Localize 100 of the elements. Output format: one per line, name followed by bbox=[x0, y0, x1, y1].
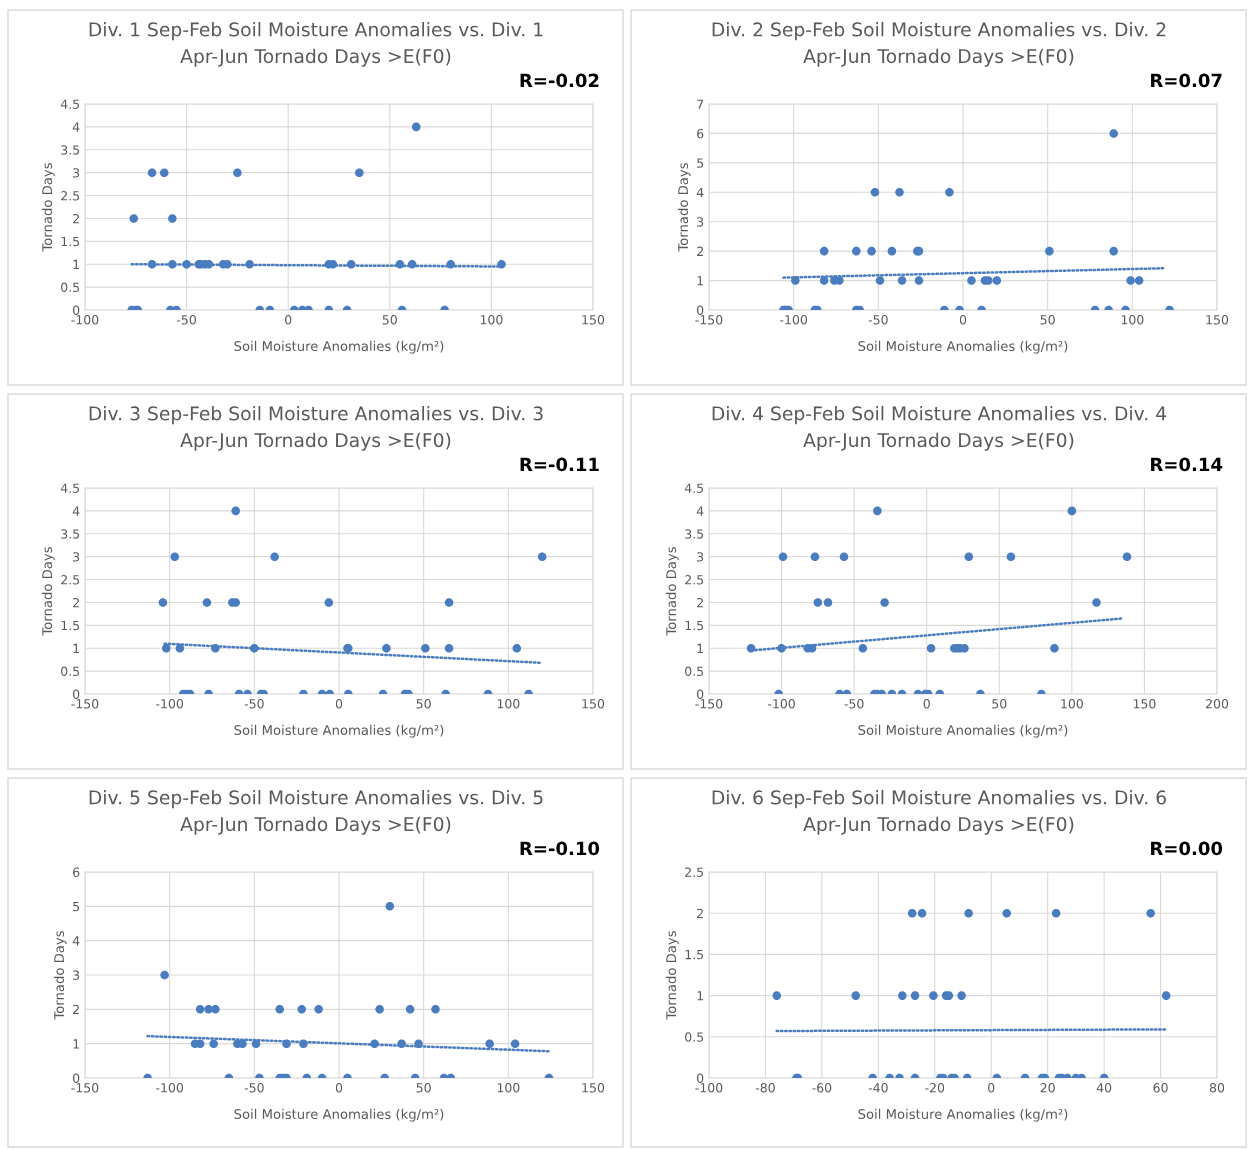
x-tick-label: -50 bbox=[244, 699, 264, 709]
x-tick-label: 150 bbox=[582, 699, 605, 709]
x-tick-label: -100 bbox=[156, 699, 184, 709]
y-tick-label: 2 bbox=[697, 246, 703, 256]
x-axis-title: Soil Moisture Anomalies (kg/m²) bbox=[234, 724, 444, 738]
y-axis-title: Tornado Days bbox=[41, 547, 55, 636]
x-tick-label: 150 bbox=[582, 315, 605, 325]
y-tick-label: 4.5 bbox=[60, 99, 80, 109]
x-tick-label: 150 bbox=[582, 1083, 605, 1093]
y-tick-label: 0.5 bbox=[61, 282, 80, 293]
x-tick-label: 100 bbox=[497, 699, 520, 709]
x-tick-label: 0 bbox=[335, 699, 343, 709]
y-axis-title: Tornado Days bbox=[665, 931, 679, 1020]
x-tick-label: 100 bbox=[1121, 315, 1144, 325]
x-tick-label: -80 bbox=[755, 1083, 775, 1093]
y-tick-label: 0.5 bbox=[685, 1032, 704, 1042]
x-tick-label: -150 bbox=[71, 1083, 99, 1093]
y-tick-label: 1.5 bbox=[61, 620, 80, 631]
x-tick-label: 0 bbox=[923, 699, 930, 709]
y-tick-label: 0 bbox=[73, 305, 80, 315]
y-tick-label: 5 bbox=[697, 158, 704, 168]
y-axis-title: Tornado Days bbox=[665, 547, 679, 636]
x-tick-label: -100 bbox=[780, 315, 808, 325]
x-tick-label: 0 bbox=[988, 1083, 995, 1093]
x-tick-label: -20 bbox=[925, 1083, 945, 1093]
y-tick-label: 4.5 bbox=[60, 483, 80, 493]
x-tick-label: -50 bbox=[844, 699, 864, 709]
chart-title: Div. 1 Sep-Feb Soil Moisture Anomalies vs. Div. 1 Apr-Jun Tornado Days >E(F0) bbox=[89, 22, 543, 67]
y-tick-label: 1 bbox=[697, 991, 703, 1001]
x-tick-label: -100 bbox=[71, 315, 99, 325]
x-tick-label: -100 bbox=[768, 699, 795, 709]
y-tick-label: 1 bbox=[73, 1039, 79, 1049]
y-tick-label: 2.5 bbox=[61, 191, 80, 201]
x-axis-title: Soil Moisture Anomalies (kg/m²) bbox=[858, 340, 1068, 354]
x-tick-label: 0 bbox=[335, 1083, 343, 1093]
x-tick-label: 100 bbox=[480, 315, 503, 325]
y-tick-label: 3 bbox=[73, 970, 80, 980]
y-tick-label: 2 bbox=[73, 1004, 79, 1015]
y-tick-label: 4 bbox=[72, 122, 80, 132]
x-tick-label: -50 bbox=[244, 1083, 264, 1093]
x-tick-label: -60 bbox=[812, 1083, 832, 1093]
x-tick-label: 150 bbox=[1206, 315, 1229, 325]
y-tick-label: 6 bbox=[697, 128, 704, 139]
x-tick-label: 80 bbox=[1209, 1083, 1225, 1093]
x-tick-label: 20 bbox=[1040, 1083, 1055, 1093]
y-tick-label: 1.5 bbox=[685, 620, 704, 631]
y-tick-label: 1.5 bbox=[685, 950, 704, 960]
x-tick-label: 50 bbox=[416, 1083, 431, 1093]
text: R=0.07 bbox=[1151, 73, 1222, 88]
y-tick-label: 3 bbox=[73, 552, 80, 562]
y-axis-title: Tornado Days bbox=[41, 163, 55, 252]
y-tick-label: 6 bbox=[73, 867, 80, 877]
text: R=-0.11 bbox=[520, 457, 599, 472]
x-tick-label: 50 bbox=[382, 315, 397, 325]
x-tick-label: -40 bbox=[868, 1083, 888, 1093]
y-tick-label: 0 bbox=[697, 689, 704, 699]
x-tick-label: 0 bbox=[285, 315, 292, 325]
text: R=0.00 bbox=[1151, 841, 1223, 856]
chart-title: Div. 6 Sep-Feb Soil Moisture Anomalies vs. Div. 6 Apr-Jun Tornado Days >E(F0) bbox=[712, 790, 1166, 835]
x-tick-label: -50 bbox=[177, 315, 196, 325]
text: R=-0.10 bbox=[520, 841, 600, 856]
y-tick-label: 2 bbox=[73, 597, 79, 608]
chart-title: Div. 2 Sep-Feb Soil Moisture Anomalies vs. Div. 2 Apr-Jun Tornado Days >E(F0) bbox=[712, 22, 1166, 67]
y-tick-label: 0.5 bbox=[685, 666, 704, 677]
x-axis-title: Soil Moisture Anomalies (kg/m²) bbox=[858, 1108, 1068, 1122]
text: R=0.14 bbox=[1151, 457, 1223, 472]
y-tick-label: 4 bbox=[72, 506, 80, 516]
y-tick-label: 2.5 bbox=[61, 575, 80, 585]
x-axis-title: Soil Moisture Anomalies (kg/m²) bbox=[234, 1108, 444, 1122]
x-tick-label: -50 bbox=[868, 315, 888, 325]
y-tick-label: 0.5 bbox=[61, 666, 80, 677]
x-axis-title: Soil Moisture Anomalies (kg/m²) bbox=[858, 724, 1068, 738]
y-tick-label: 3.5 bbox=[61, 529, 80, 539]
y-tick-label: 4 bbox=[696, 187, 704, 198]
x-tick-label: 100 bbox=[497, 1083, 520, 1093]
y-axis-title: Tornado Days bbox=[53, 931, 67, 1020]
y-tick-label: 2.5 bbox=[685, 575, 704, 585]
x-tick-label: -100 bbox=[695, 1083, 723, 1093]
x-tick-label: 50 bbox=[416, 699, 431, 709]
y-tick-label: 1 bbox=[697, 643, 703, 653]
text: R=-0.02 bbox=[520, 73, 599, 88]
y-tick-label: 3 bbox=[73, 168, 80, 178]
x-tick-label: 0 bbox=[959, 315, 967, 325]
y-tick-label: 1 bbox=[73, 259, 79, 269]
chart-title: Div. 5 Sep-Feb Soil Moisture Anomalies vs. Div. 5 Apr-Jun Tornado Days >E(F0) bbox=[89, 790, 543, 835]
y-tick-label: 0 bbox=[697, 305, 704, 315]
x-tick-label: 60 bbox=[1153, 1083, 1168, 1093]
y-tick-label: 2.5 bbox=[685, 867, 704, 877]
x-tick-label: -100 bbox=[156, 1083, 184, 1093]
x-tick-label: -150 bbox=[695, 315, 723, 325]
x-tick-label: 40 bbox=[1096, 1083, 1112, 1093]
x-axis-title: Soil Moisture Anomalies (kg/m²) bbox=[234, 340, 444, 354]
x-tick-label: 50 bbox=[1040, 315, 1055, 325]
y-tick-label: 2 bbox=[697, 908, 703, 918]
chart-title: Div. 4 Sep-Feb Soil Moisture Anomalies vs. Div. 4 Apr-Jun Tornado Days >E(F0) bbox=[712, 406, 1167, 451]
y-tick-label: 0 bbox=[73, 689, 80, 699]
y-tick-label: 1.5 bbox=[61, 236, 80, 247]
y-tick-label: 2 bbox=[697, 597, 703, 608]
y-tick-label: 3 bbox=[697, 552, 704, 562]
y-tick-label: 0 bbox=[73, 1073, 80, 1083]
